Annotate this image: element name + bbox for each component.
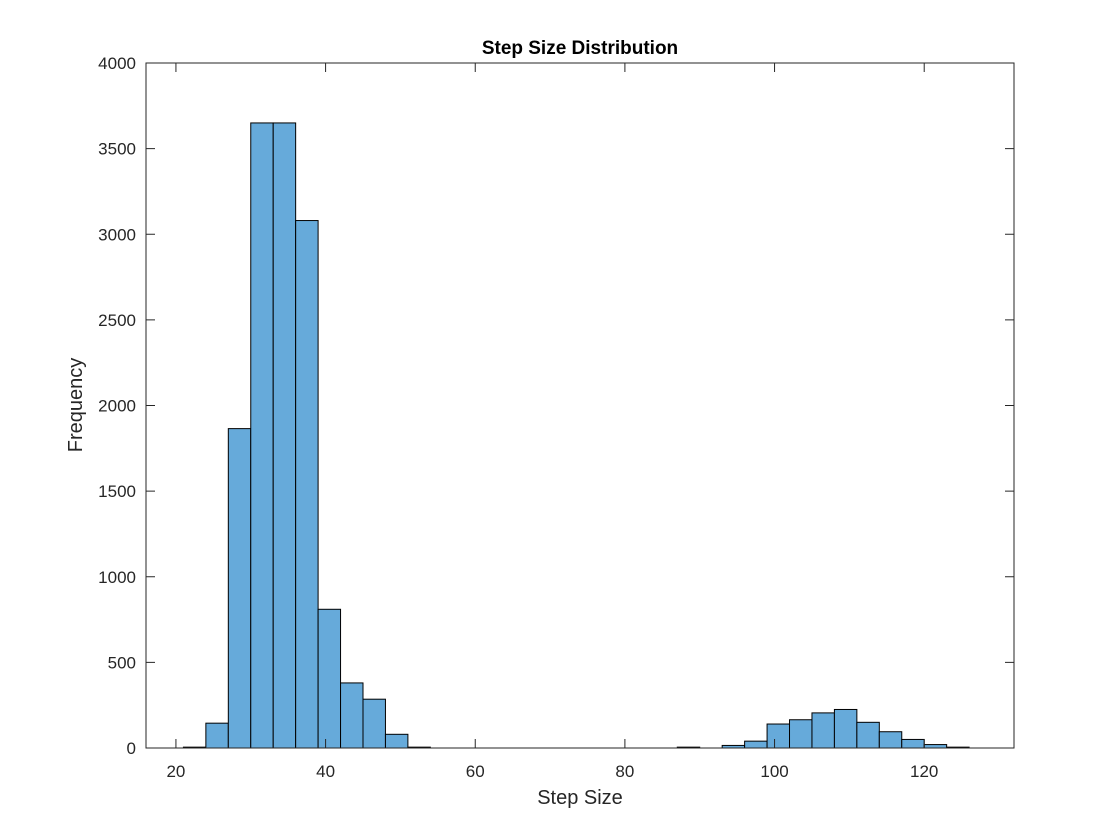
x-tick-label-120: 120 xyxy=(910,762,938,781)
y-tick-label-2000: 2000 xyxy=(98,397,136,416)
histogram-bar-6 xyxy=(317,608,342,749)
histogram-bar-14 xyxy=(766,723,791,749)
histogram-bar-18 xyxy=(856,721,880,749)
histogram-bar-8 xyxy=(362,698,386,749)
histogram-bar-16 xyxy=(811,712,835,749)
chart-title: Step Size Distribution xyxy=(482,38,678,59)
histogram-bar-21 xyxy=(923,744,948,749)
y-tick-label-1500: 1500 xyxy=(98,482,136,501)
y-tick-label-500: 500 xyxy=(108,653,136,672)
histogram-bar-2 xyxy=(227,428,252,749)
histogram-bar-9 xyxy=(384,733,409,749)
x-tick-label-80: 80 xyxy=(615,762,634,781)
x-tick-label-20: 20 xyxy=(166,762,185,781)
histogram-bar-4 xyxy=(272,122,297,749)
y-tick-label-3000: 3000 xyxy=(98,225,136,244)
histogram-bar-15 xyxy=(789,719,813,749)
histogram-bars xyxy=(182,122,970,749)
x-tick-label-100: 100 xyxy=(760,762,788,781)
y-tick-label-1000: 1000 xyxy=(98,568,136,587)
histogram-bar-5 xyxy=(295,220,319,749)
histogram-bar-3 xyxy=(250,122,274,749)
y-tick-label-3500: 3500 xyxy=(98,140,136,159)
x-tick-label-40: 40 xyxy=(316,762,335,781)
axis-ticks: 20 40 60 80 100 120 0 500 1000 1500 2000 2500 3000 35… xyxy=(98,54,1014,781)
histogram-bar-17 xyxy=(833,708,858,749)
histogram-bar-1 xyxy=(205,722,229,749)
x-tick-label-60: 60 xyxy=(466,762,485,781)
histogram-bar-13 xyxy=(744,740,768,749)
x-axis-label: Step Size xyxy=(537,787,623,809)
y-axis-label: Frequency xyxy=(65,358,87,453)
y-tick-label-2500: 2500 xyxy=(98,311,136,330)
histogram-bar-7 xyxy=(340,682,364,749)
y-tick-label-4000: 4000 xyxy=(98,54,136,73)
histogram-bar-19 xyxy=(878,731,903,749)
y-tick-label-0: 0 xyxy=(127,739,136,758)
histogram-bar-20 xyxy=(901,738,925,749)
